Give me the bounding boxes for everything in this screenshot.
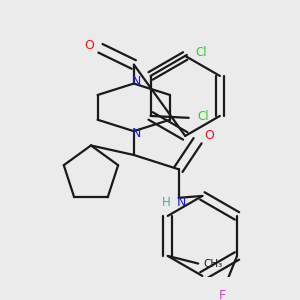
Text: O: O: [84, 39, 94, 52]
Text: Cl: Cl: [195, 46, 207, 59]
Text: H: H: [162, 196, 171, 209]
Text: N: N: [132, 127, 141, 140]
Text: N: N: [132, 75, 141, 88]
Text: N: N: [177, 196, 186, 209]
Text: F: F: [219, 290, 226, 300]
Text: Cl: Cl: [197, 110, 209, 123]
Text: CH₃: CH₃: [204, 259, 223, 269]
Text: O: O: [204, 129, 214, 142]
